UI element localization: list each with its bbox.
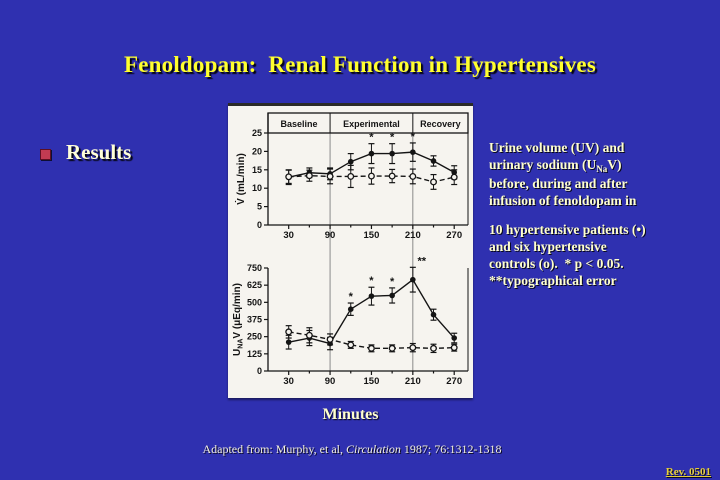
svg-text:270: 270 xyxy=(446,230,462,241)
note-paragraph-1: Urine volume (UV) and urinary sodium (UN… xyxy=(489,139,715,209)
note-line: urinary sodium (UNaV) xyxy=(489,156,715,175)
note-line: controls (o). * p < 0.05. xyxy=(489,256,624,271)
note-line: 10 hypertensive patients (•) xyxy=(489,222,646,237)
svg-text:210: 210 xyxy=(405,230,421,241)
citation: Adapted from: Murphy, et al, Circulation… xyxy=(0,442,720,457)
svg-text:125: 125 xyxy=(247,349,262,359)
svg-text:150: 150 xyxy=(364,376,380,387)
note-paragraph-2: 10 hypertensive patients (•) and six hyp… xyxy=(489,221,715,289)
note-text: V) xyxy=(607,157,622,172)
svg-text:10: 10 xyxy=(252,183,262,193)
svg-text:270: 270 xyxy=(446,376,462,387)
svg-text:750: 750 xyxy=(247,263,262,273)
results-label: Results xyxy=(66,140,132,164)
revision-footer: Rev. 0501 xyxy=(665,466,711,478)
note-line: Urine volume (UV) and xyxy=(489,140,625,155)
svg-text:*: * xyxy=(349,291,354,303)
figure-panel: Baseline Experimental Recovery 0 5 10 15 20 25 30… xyxy=(228,103,473,398)
svg-text:*: * xyxy=(369,275,374,287)
svg-text:*: * xyxy=(390,276,395,288)
svg-text:90: 90 xyxy=(325,230,336,241)
bullet-icon xyxy=(40,149,51,160)
svg-text:625: 625 xyxy=(247,280,262,290)
note-line: infusion of fenoldopam in xyxy=(489,193,637,208)
citation-journal: Circulation xyxy=(345,442,401,456)
svg-text:*: * xyxy=(369,132,374,144)
svg-text:*: * xyxy=(390,132,395,144)
x-axis-title: Minutes xyxy=(322,406,379,423)
svg-text:20: 20 xyxy=(252,146,262,156)
note-subscript: Na xyxy=(596,164,608,174)
svg-text:5: 5 xyxy=(257,202,262,212)
svg-text:90: 90 xyxy=(325,376,336,387)
svg-text:*: * xyxy=(411,131,416,143)
figure-caption-note: Urine volume (UV) and urinary sodium (UN… xyxy=(489,139,715,289)
note-line: and six hypertensive xyxy=(489,239,607,254)
svg-text:30: 30 xyxy=(283,376,294,387)
note-text: urinary sodium (U xyxy=(489,157,597,172)
note-line: before, during and after xyxy=(489,176,628,191)
svg-text:210: 210 xyxy=(405,376,421,387)
citation-text: Adapted from: Murphy, et al, xyxy=(202,442,346,456)
citation-text: 1987; 76:1312-1318 xyxy=(400,442,502,456)
svg-text:30: 30 xyxy=(283,230,294,241)
svg-text:250: 250 xyxy=(247,332,262,342)
svg-text:0: 0 xyxy=(257,220,262,230)
svg-text:15: 15 xyxy=(252,165,262,175)
results-bullet-item: Results xyxy=(40,140,131,165)
svg-text:**: ** xyxy=(418,255,427,267)
svg-text:375: 375 xyxy=(247,315,262,325)
svg-text:Experimental: Experimental xyxy=(343,119,400,129)
note-line: **typographical error xyxy=(489,273,617,288)
svg-text:Recovery: Recovery xyxy=(420,119,461,129)
renal-function-figure: Baseline Experimental Recovery 0 5 10 15 20 25 30… xyxy=(232,112,469,387)
svg-text:V̇ (mL/min): V̇ (mL/min) xyxy=(235,153,247,205)
svg-text:Baseline: Baseline xyxy=(281,119,318,129)
svg-text:25: 25 xyxy=(252,128,262,138)
svg-text:0: 0 xyxy=(257,366,262,376)
svg-text:UNAV (μEq/min): UNAV (μEq/min) xyxy=(232,283,245,356)
figure-scan-top-edge xyxy=(228,103,473,106)
svg-text:500: 500 xyxy=(247,297,262,307)
slide-title: Fenoldopam: Renal Function in Hypertensi… xyxy=(123,52,596,77)
svg-text:150: 150 xyxy=(364,230,380,241)
